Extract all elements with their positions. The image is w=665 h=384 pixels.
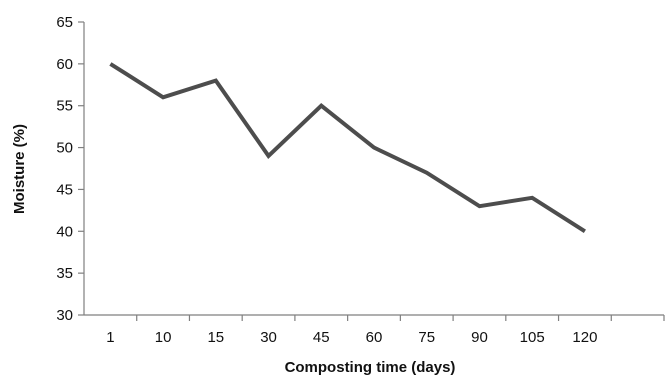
series-area [110,64,585,231]
y-tick-label: 45 [56,181,73,198]
x-axis-title: Composting time (days) [285,359,456,376]
y-tick-label: 40 [56,223,73,240]
x-tick-label: 75 [418,329,435,346]
y-tick-label: 55 [56,98,73,115]
moisture-series-line [110,64,585,231]
x-tick-label: 45 [313,329,330,346]
y-tick-label: 35 [56,265,73,282]
x-tick-label: 105 [520,329,545,346]
y-axis-title: Moisture (%) [11,124,28,214]
x-tick-label: 120 [572,329,597,346]
y-tick-label: 60 [56,56,73,73]
x-tick-label: 30 [260,329,277,346]
x-axis: 1 10 15 30 45 60 75 90 105 120 [84,315,664,346]
x-tick-label: 15 [207,329,224,346]
y-tick-label: 65 [56,14,73,31]
x-tick-label: 60 [366,329,383,346]
x-tick-label: 10 [155,329,172,346]
x-tick-label: 90 [471,329,488,346]
x-tick-label: 1 [106,329,114,346]
y-tick-label: 50 [56,140,73,157]
y-axis: 30 35 40 45 50 55 60 65 [56,14,84,324]
y-tick-label: 30 [56,307,73,324]
